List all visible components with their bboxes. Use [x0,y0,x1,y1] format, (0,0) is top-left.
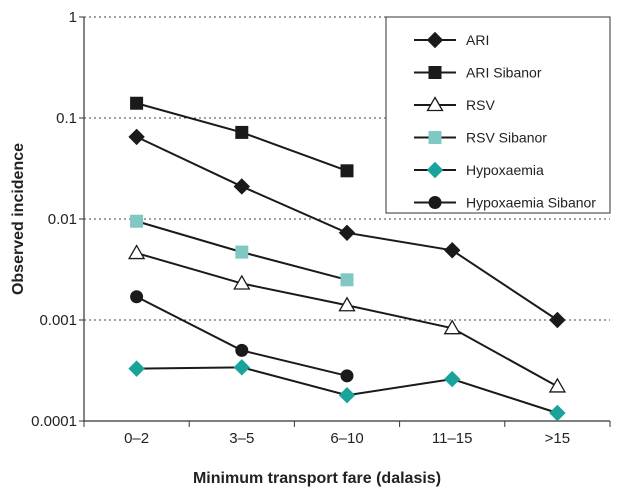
x-tick-label: 0–2 [124,430,149,447]
data-point [443,319,461,335]
legend-item: RSV Sibanor [414,130,547,146]
data-point [549,404,566,422]
legend: ARI ARI Sibanor RSV RSV Sibanor Hypoxaemia Hy… [385,16,611,214]
data-point [233,359,251,376]
legend-label: ARI Sibanor [466,65,542,81]
data-point [130,290,144,304]
series-3 [130,214,354,287]
data-point [340,164,354,178]
data-point [338,387,356,404]
legend-marker [428,131,442,144]
data-point [548,377,567,393]
axes [79,16,611,427]
data-point [338,224,356,242]
legend-item: Hypoxaemia [414,161,544,179]
data-point [127,244,146,260]
data-point [130,96,144,110]
legend-marker [428,196,442,209]
x-tick-label: 6–10 [330,430,363,447]
series-lines [127,96,567,422]
series-1 [130,96,354,178]
series-5 [130,290,354,383]
data-point [235,125,249,139]
data-point [338,296,356,312]
legend-item: ARI [414,31,489,49]
data-point [235,245,249,259]
legend-item: Hypoxaemia Sibanor [414,195,596,211]
y-tick-label: 1 [69,9,77,26]
x-tick-label: >15 [545,430,570,447]
legend-item: RSV [414,96,495,113]
x-tick-label: 11–15 [432,430,473,447]
series-2 [127,244,567,393]
series-0 [128,128,566,329]
legend-marker [426,96,444,112]
x-axis-title: Minimum transport fare (dalasis) [193,470,441,487]
y-tick-label: 0.001 [39,312,77,329]
data-point [233,274,251,290]
legend-marker [428,66,442,79]
data-point [340,369,354,383]
data-point [128,360,145,377]
data-point [443,370,461,388]
data-point [549,311,566,329]
series-4 [128,359,566,422]
legend-label: Hypoxaemia Sibanor [466,195,596,211]
data-point [130,214,144,228]
legend-label: Hypoxaemia [466,162,544,178]
legend-label: RSV [466,97,495,113]
data-point [128,128,145,146]
x-tick-label: 3–5 [229,430,254,447]
y-tick-labels: 1 0.1 0.01 0.001 0.0001 [31,9,77,430]
y-tick-label: 0.1 [56,110,77,127]
legend-box [385,16,611,214]
data-point [340,273,354,287]
y-tick-label: 0.01 [48,211,77,228]
data-point [233,178,251,195]
x-tick-labels: 0–2 3–5 6–10 11–15 >15 [124,430,570,447]
data-point [235,343,249,357]
legend-label: RSV Sibanor [466,130,547,146]
legend-item: ARI Sibanor [414,65,542,81]
y-tick-label: 0.0001 [31,413,77,430]
legend-marker [426,161,444,179]
y-axis-title: Observed incidence [10,143,27,295]
legend-marker [426,31,444,49]
data-point [443,242,461,259]
legend-label: ARI [466,32,489,48]
